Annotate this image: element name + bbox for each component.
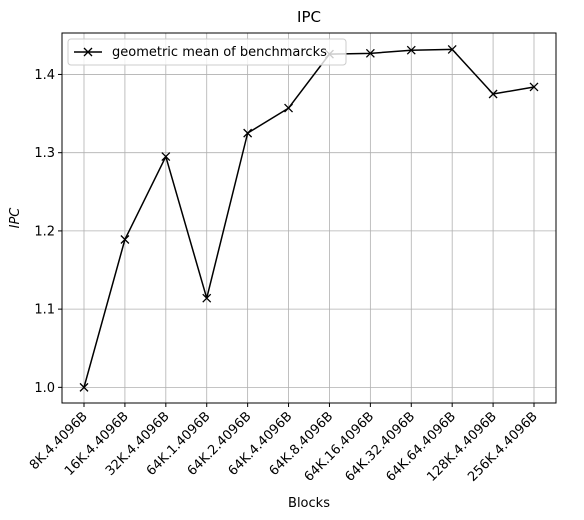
- x-tick-label: 64K.32.4096B: [343, 409, 419, 485]
- data-point-marker: [243, 128, 253, 138]
- y-tick-label: 1.0: [34, 381, 55, 396]
- chart-title: IPC: [297, 8, 321, 26]
- data-point-marker: [284, 103, 294, 113]
- x-axis-label: Blocks: [288, 496, 330, 511]
- x-axis-ticks: 8K.4.4096B16K.4.4096B32K.4.4096B64K.1.40…: [27, 403, 541, 485]
- x-tick-label: 64K.16.4096B: [302, 409, 378, 485]
- y-tick-label: 1.4: [34, 68, 55, 83]
- plot-frame: [61, 32, 557, 404]
- legend: geometric mean of benchmarcks: [67, 38, 347, 66]
- legend-label: geometric mean of benchmarcks: [112, 45, 327, 60]
- data-point-marker: [529, 82, 539, 92]
- legend-marker-x: [83, 47, 93, 57]
- data-point-marker: [365, 48, 375, 58]
- data-point-marker: [120, 235, 130, 244]
- data-point-marker: [447, 44, 457, 54]
- data-series: [79, 44, 539, 392]
- y-axis-label: IPC: [8, 207, 23, 229]
- x-tick-label: 256K.4.4096B: [465, 409, 541, 485]
- y-axis-ticks: 1.0 1.1 1.2 1.3 1.4: [34, 68, 62, 396]
- y-tick-label: 1.1: [34, 303, 55, 318]
- data-point-marker: [406, 45, 416, 55]
- data-point-marker: [488, 89, 498, 99]
- y-tick-label: 1.3: [34, 146, 55, 161]
- data-point-marker: [161, 152, 171, 162]
- legend-marker-glyph: [83, 47, 93, 57]
- grid-lines: [62, 33, 556, 403]
- series-line: [83, 48, 535, 388]
- x-tick-label: 128K.4.4096B: [424, 409, 500, 485]
- x-tick-label: 64K.64.4096B: [383, 409, 459, 485]
- y-tick-label: 1.2: [34, 224, 55, 239]
- legend-box: [67, 38, 347, 66]
- data-point-marker: [202, 293, 212, 303]
- data-point-marker: [79, 382, 89, 392]
